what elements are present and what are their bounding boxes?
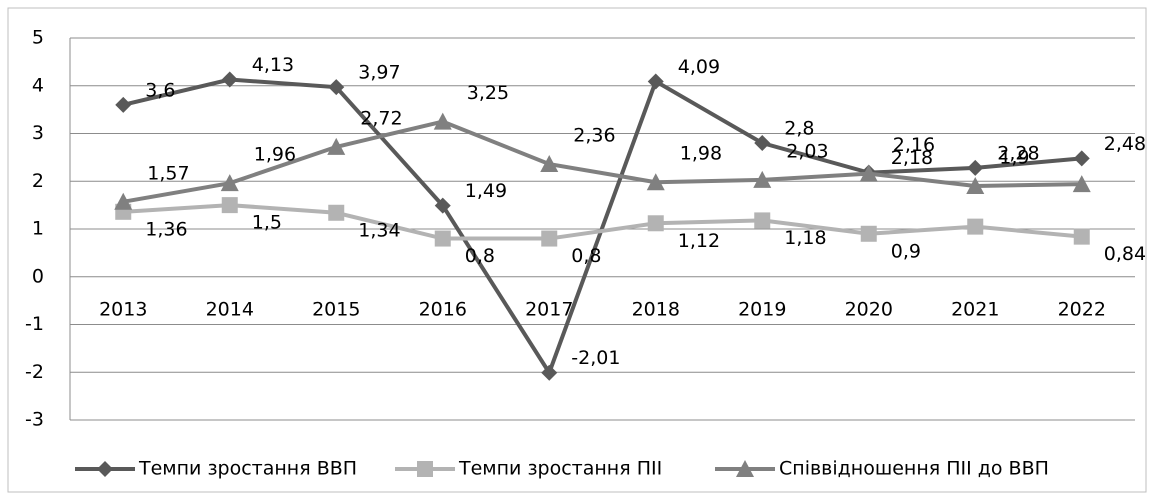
legend-label: Співвідношення ПІІ до ВВП	[779, 458, 1049, 480]
data-label: 2,72	[360, 107, 402, 129]
data-point	[1073, 228, 1090, 245]
series-line	[123, 203, 1082, 241]
data-label: 0,8	[465, 245, 495, 267]
data-label: 1,98	[680, 143, 722, 165]
data-label: 4,13	[252, 54, 294, 76]
data-label: 0,9	[891, 240, 921, 262]
x-tick-label: 2015	[312, 298, 360, 320]
data-label: 3,97	[358, 62, 400, 84]
x-tick-label: 2021	[951, 298, 999, 320]
y-tick-label: 0	[32, 265, 44, 287]
data-point	[434, 197, 451, 214]
data-label: 1,34	[358, 219, 400, 241]
data-label: 2,8	[784, 118, 814, 140]
y-tick-label: 3	[32, 122, 44, 144]
data-point	[754, 135, 771, 152]
y-tick-label: 1	[32, 218, 44, 240]
y-tick-label: -3	[25, 409, 44, 431]
y-tick-label: -1	[25, 313, 44, 335]
data-label: 1,36	[145, 218, 187, 240]
data-point	[221, 197, 238, 214]
legend-label: Темпи зростання ПІІ	[458, 458, 662, 480]
series-line	[122, 119, 1082, 204]
data-label: 2,16	[893, 134, 935, 156]
x-tick-label: 2020	[845, 298, 893, 320]
data-point	[753, 170, 772, 188]
data-point	[967, 159, 984, 176]
legend-marker	[97, 461, 113, 477]
x-tick-label: 2019	[738, 298, 786, 320]
y-tick-label: 4	[32, 74, 44, 96]
data-point	[114, 192, 133, 210]
data-label: 3,25	[467, 82, 509, 104]
y-tick-label: -2	[25, 361, 44, 383]
data-point	[540, 155, 559, 173]
data-point	[859, 164, 878, 182]
data-point	[1073, 150, 1090, 167]
data-point	[328, 204, 345, 221]
series-line	[122, 77, 1082, 378]
data-label: 1,5	[252, 212, 282, 234]
data-label: 2,18	[891, 147, 933, 169]
data-label: -2,01	[571, 347, 620, 369]
data-label: 1,18	[784, 227, 826, 249]
data-point	[327, 137, 346, 155]
data-point	[1072, 175, 1091, 193]
data-point	[328, 79, 345, 96]
data-label: 3,6	[145, 79, 175, 101]
data-label: 1,12	[678, 230, 720, 252]
data-point	[646, 173, 665, 191]
data-label: 2,48	[1104, 133, 1146, 155]
data-label: 1,9	[999, 147, 1029, 169]
legend-label: Темпи зростання ВВП	[138, 458, 357, 480]
data-point	[541, 230, 558, 247]
x-tick-label: 2018	[632, 298, 680, 320]
data-point	[221, 71, 238, 88]
data-point	[434, 230, 451, 247]
x-tick-label: 2013	[99, 298, 147, 320]
legend-marker	[736, 460, 754, 477]
data-label: 2,03	[786, 140, 828, 162]
data-label: 2,36	[573, 125, 615, 147]
data-point	[541, 364, 558, 381]
data-point	[966, 177, 985, 195]
data-label: 4,09	[678, 56, 720, 78]
data-point	[115, 96, 132, 113]
data-label: 0,84	[1104, 243, 1146, 265]
data-point	[860, 225, 877, 242]
data-point	[220, 174, 239, 192]
y-tick-label: 5	[32, 27, 44, 49]
data-label: 1,49	[465, 180, 507, 202]
data-label: 0,8	[571, 245, 601, 267]
data-point	[647, 73, 664, 90]
data-point	[647, 215, 664, 232]
x-tick-label: 2017	[525, 298, 573, 320]
x-tick-label: 2016	[419, 298, 467, 320]
y-tick-label: 2	[32, 170, 44, 192]
data-point	[754, 212, 771, 229]
legend-marker	[417, 461, 433, 477]
data-label: 2,28	[997, 142, 1039, 164]
data-point	[967, 218, 984, 235]
x-tick-label: 2014	[206, 298, 254, 320]
data-label: 1,57	[147, 162, 189, 184]
data-point	[433, 112, 452, 130]
x-tick-label: 2022	[1058, 298, 1106, 320]
data-label: 1,96	[254, 144, 296, 166]
